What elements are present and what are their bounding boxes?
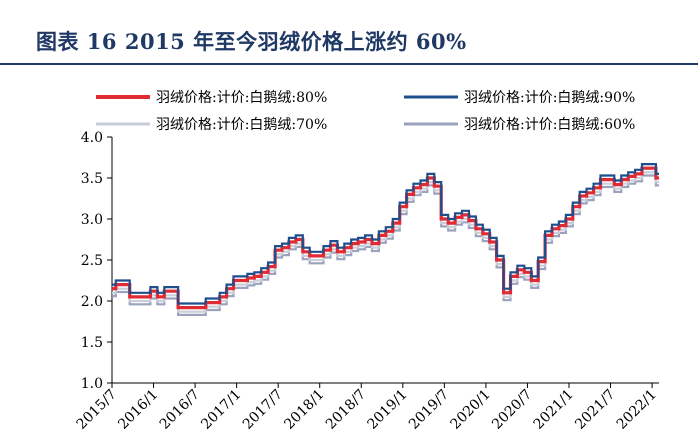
legend-label-90: 羽绒价格:计价:白鹅绒:90% [464, 89, 635, 106]
x-tick-label: 2022/1 [614, 387, 660, 433]
x-tick-label: 2021/7 [572, 387, 618, 433]
x-tick-label: 2018/1 [281, 387, 327, 433]
x-tick-label: 2015/7 [74, 387, 120, 433]
x-tick-label: 2020/7 [489, 387, 535, 433]
y-tick-label: 4.0 [81, 130, 103, 146]
x-tick-label: 2020/1 [448, 387, 494, 433]
series-line-3 [112, 174, 659, 316]
y-tick-label: 1.0 [81, 376, 103, 392]
legend-label-60: 羽绒价格:计价:白鹅绒:60% [464, 116, 635, 133]
title-rule [0, 63, 698, 65]
legend: 羽绒价格:计价:白鹅绒:80% 羽绒价格:计价:白鹅绒:90% 羽绒价格:计价:… [96, 89, 635, 133]
series-group [112, 163, 659, 316]
y-tick-label: 2.5 [81, 253, 103, 269]
y-tick-label: 3.5 [81, 171, 103, 187]
axes: 1.01.52.02.53.03.54.02015/72016/12016/72… [74, 130, 660, 433]
x-tick-label: 2016/1 [115, 387, 161, 433]
y-tick-label: 3.0 [81, 212, 103, 228]
series-line-0 [112, 166, 659, 310]
legend-label-70: 羽绒价格:计价:白鹅绒:70% [156, 116, 327, 133]
x-tick-label: 2017/7 [240, 387, 286, 433]
y-tick-label: 2.0 [81, 294, 103, 310]
x-tick-label: 2019/1 [364, 387, 410, 433]
x-tick-label: 2019/7 [406, 387, 452, 433]
series-line-1 [112, 163, 659, 305]
x-tick-label: 2017/1 [198, 387, 244, 433]
y-tick-label: 1.5 [81, 335, 103, 351]
x-tick-label: 2021/1 [531, 387, 577, 433]
legend-label-80: 羽绒价格:计价:白鹅绒:80% [156, 89, 327, 106]
chart-title: 图表 16 2015 年至今羽绒价格上涨约 60% [36, 29, 467, 54]
x-tick-label: 2016/7 [157, 387, 203, 433]
x-tick-label: 2018/7 [323, 387, 369, 433]
